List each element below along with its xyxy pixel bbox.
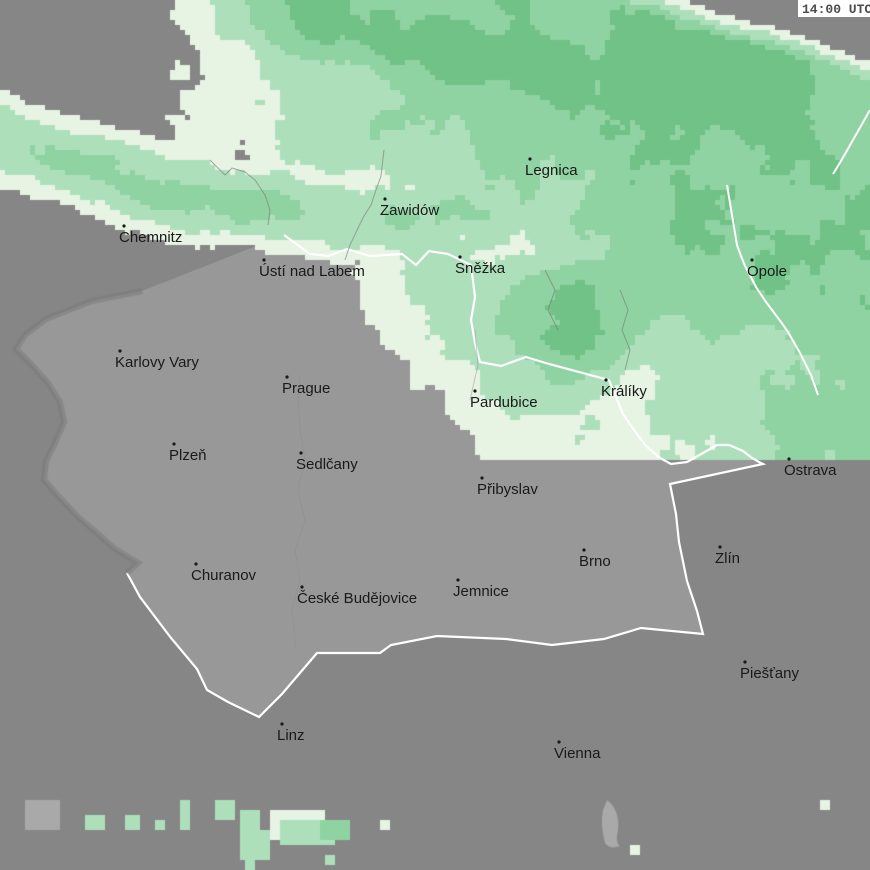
svg-text:České Budějovice: České Budějovice	[297, 590, 417, 607]
svg-text:Churanov: Churanov	[191, 567, 257, 584]
svg-text:Legnica: Legnica	[525, 162, 578, 179]
svg-text:Linz: Linz	[277, 727, 305, 744]
svg-text:Jemnice: Jemnice	[453, 583, 509, 600]
svg-text:Brno: Brno	[579, 553, 611, 570]
svg-text:Králíky: Králíky	[601, 383, 647, 400]
svg-text:Piešťany: Piešťany	[740, 665, 799, 682]
svg-text:Karlovy Vary: Karlovy Vary	[115, 354, 199, 371]
svg-text:Plzeň: Plzeň	[169, 447, 207, 464]
svg-text:Opole: Opole	[747, 263, 787, 280]
svg-text:Zawidów: Zawidów	[380, 202, 439, 219]
svg-text:Chemnitz: Chemnitz	[119, 229, 182, 246]
svg-text:Sněžka: Sněžka	[455, 260, 506, 277]
svg-text:Ústí nad Labem: Ústí nad Labem	[259, 263, 365, 280]
svg-text:Zlín: Zlín	[715, 550, 740, 567]
svg-text:Ostrava: Ostrava	[784, 462, 837, 479]
svg-text:Prague: Prague	[282, 380, 330, 397]
svg-text:Sedlčany: Sedlčany	[296, 456, 358, 473]
svg-text:Vienna: Vienna	[554, 745, 601, 762]
svg-text:Přibyslav: Přibyslav	[477, 481, 538, 498]
svg-text:14:00 UTC: 14:00 UTC	[802, 2, 870, 17]
svg-text:Pardubice: Pardubice	[470, 394, 538, 411]
